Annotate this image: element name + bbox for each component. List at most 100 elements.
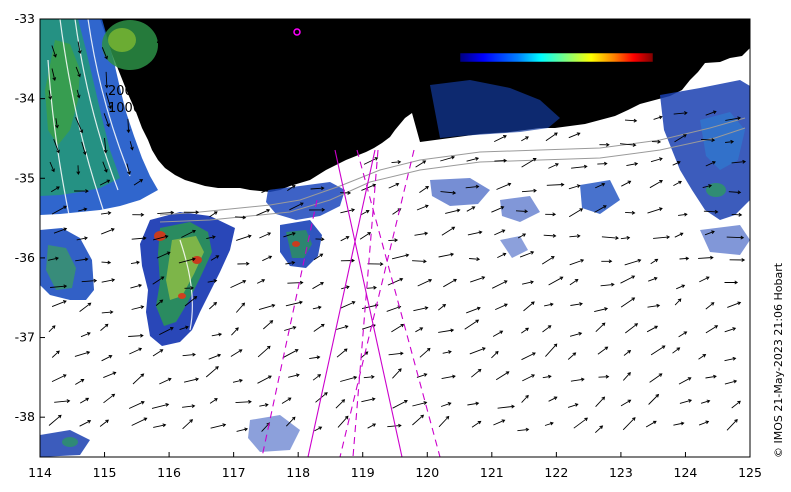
current-vector-arrow — [363, 157, 379, 165]
current-vector-arrow — [705, 160, 716, 167]
current-vector-arrow — [466, 206, 476, 212]
current-vector-arrow — [415, 160, 427, 168]
x-tick-label: 115 — [93, 465, 117, 480]
current-vector-arrow — [101, 260, 112, 265]
current-vector-arrow — [672, 347, 681, 354]
current-vector-arrow — [491, 280, 508, 289]
current-vector-arrow — [75, 117, 84, 134]
current-vector-arrow — [495, 371, 510, 381]
x-tick-label: 117 — [222, 465, 246, 480]
current-vector-arrow — [648, 393, 660, 405]
current-vector-arrow — [51, 300, 67, 308]
satellite-tracks — [261, 149, 441, 457]
current-vector-arrow — [724, 327, 737, 333]
current-vector-arrow — [521, 158, 537, 168]
current-vector-arrow — [467, 401, 480, 406]
current-vector-arrow — [646, 325, 659, 333]
current-vector-arrow — [179, 325, 189, 331]
current-vector-arrow — [80, 332, 91, 338]
current-vector-arrow — [183, 210, 200, 215]
colorbar-tick-label: 0.6 — [567, 67, 585, 78]
current-vector-arrow — [75, 257, 89, 262]
current-vector-arrow — [494, 229, 506, 236]
current-vector-arrow — [546, 182, 565, 187]
current-vector-arrow — [236, 234, 252, 241]
current-vector-arrow — [597, 161, 608, 166]
current-vector-arrow — [678, 377, 692, 385]
current-vector-arrow — [568, 132, 581, 139]
current-vector-arrow — [387, 423, 402, 428]
current-vector-arrow — [155, 299, 164, 306]
current-vector-arrow — [152, 234, 169, 241]
current-vector-arrow — [521, 188, 537, 193]
current-vector-arrow — [76, 89, 81, 99]
current-vector-arrow — [206, 235, 216, 240]
current-vector-arrow — [81, 278, 98, 283]
current-vector-arrow — [647, 207, 663, 214]
current-vector-arrow — [230, 349, 243, 357]
current-vector-arrow — [650, 345, 666, 356]
current-vector-arrow — [597, 346, 609, 355]
current-vector-arrow — [151, 402, 170, 409]
current-vector-arrow — [724, 379, 738, 385]
current-vector-arrow — [650, 258, 659, 265]
current-vector-arrow — [256, 208, 271, 216]
current-vector-arrow — [259, 232, 272, 239]
current-vector-arrow — [419, 347, 431, 358]
x-tick-label: 125 — [738, 465, 762, 480]
current-vector-arrow — [363, 374, 375, 379]
colorbar-tick-label: 0.4 — [528, 67, 546, 78]
current-vector-arrow — [261, 185, 278, 194]
current-vector-arrow — [678, 331, 688, 338]
current-vector-arrow — [310, 186, 325, 191]
current-vector-arrow — [571, 164, 588, 169]
current-vector-arrow — [51, 205, 67, 215]
current-vector-arrow — [207, 279, 218, 283]
current-vector-arrow — [521, 394, 529, 403]
x-tick-label: 118 — [286, 465, 310, 480]
x-tick-label: 116 — [157, 465, 181, 480]
current-vector-arrow — [466, 156, 480, 162]
current-vector-arrow — [496, 182, 512, 190]
current-vector-arrow — [622, 417, 636, 431]
argo-legend-marker — [293, 28, 301, 36]
current-vector-arrow — [544, 421, 554, 426]
current-scale-arrow — [163, 134, 194, 142]
current-vector-arrow — [287, 280, 304, 285]
current-vector-arrow — [130, 283, 143, 289]
y-tick-label: -37 — [15, 330, 35, 345]
current-vector-arrow — [698, 255, 714, 260]
current-vector-arrow — [75, 379, 85, 385]
current-vector-arrow — [129, 141, 134, 151]
current-vector-arrow — [466, 306, 481, 314]
current-vector-arrow — [441, 374, 456, 380]
current-vector-arrow — [392, 368, 402, 379]
current-vector-arrow — [471, 420, 482, 428]
current-vector-arrow — [287, 185, 296, 191]
current-vector-arrow — [340, 191, 352, 195]
current-vector-arrow — [624, 258, 642, 266]
current-vector-arrow — [700, 138, 716, 142]
current-vector-arrow — [678, 212, 688, 217]
current-vector-arrow — [392, 400, 408, 409]
current-vector-arrow — [441, 226, 456, 236]
y-tick-label: -38 — [15, 409, 35, 424]
depth-label-200m: 200m — [108, 84, 145, 99]
current-vector-arrow — [569, 331, 583, 337]
current-vector-arrow — [366, 285, 377, 290]
current-vector-arrow — [493, 419, 506, 426]
current-vector-arrow — [622, 372, 631, 381]
current-vector-arrow — [647, 303, 661, 308]
current-vector-arrow — [309, 355, 321, 360]
current-vector-arrow — [281, 397, 292, 404]
current-vector-arrow — [315, 237, 325, 242]
current-vector-arrow — [104, 71, 109, 89]
current-vector-arrow — [48, 256, 59, 261]
colorbar-ticks: 0 0.2 0.4 0.6 0.8 1 — [457, 67, 657, 78]
current-vector-arrow — [102, 161, 108, 173]
current-vector-arrow — [131, 236, 147, 241]
current-vector-arrow — [674, 298, 682, 306]
current-vector-arrow — [601, 236, 619, 240]
current-vector-arrow — [573, 417, 588, 429]
x-axis: 114 115 116 117 118 119 120 121 122 123 124 125 — [28, 452, 762, 480]
